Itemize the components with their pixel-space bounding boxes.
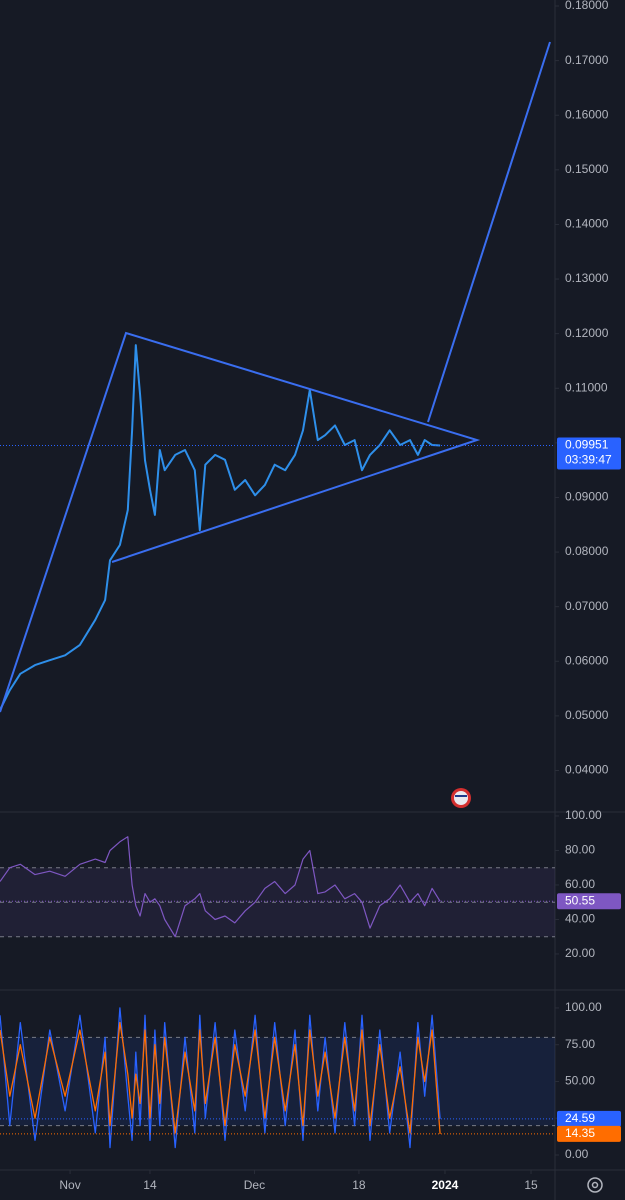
y-tick-label: 20.00 bbox=[565, 946, 595, 960]
y-tick-label: 0.16000 bbox=[565, 107, 609, 121]
y-tick-label: 0.08000 bbox=[565, 544, 609, 558]
y-tick-label: 0.00 bbox=[565, 1147, 589, 1161]
y-tick-label: 40.00 bbox=[565, 912, 595, 926]
y-tick-label: 0.06000 bbox=[565, 653, 609, 667]
gear[interactable] bbox=[587, 1177, 603, 1193]
y-tick-label: 60.00 bbox=[565, 877, 595, 891]
y-tick-label: 0.04000 bbox=[565, 763, 609, 777]
gear-hub bbox=[591, 1181, 599, 1189]
flag-icon[interactable] bbox=[451, 788, 471, 808]
flag-face[interactable] bbox=[454, 791, 468, 805]
y-tick-label: 0.09000 bbox=[565, 490, 609, 504]
triangle-line bbox=[0, 331, 481, 713]
y-tick-label: 0.13000 bbox=[565, 271, 609, 285]
target-line bbox=[427, 41, 551, 423]
x-tick-label: 2024 bbox=[432, 1178, 459, 1192]
settings-icon[interactable] bbox=[587, 1177, 603, 1193]
series-line bbox=[0, 836, 441, 938]
y-tick-label: 0.11000 bbox=[565, 380, 608, 394]
y-tick-label: 0.18000 bbox=[565, 0, 609, 12]
last-value-label: 0.09951 bbox=[565, 438, 609, 452]
y-tick-label: 80.00 bbox=[565, 843, 595, 857]
last-value-box bbox=[557, 437, 621, 470]
last-value-box bbox=[557, 1125, 621, 1142]
level-band bbox=[0, 867, 555, 937]
y-tick-label: 100.00 bbox=[565, 808, 602, 822]
flag-stripe bbox=[455, 795, 467, 797]
series-line bbox=[0, 344, 441, 711]
y-tick-label: 0.12000 bbox=[565, 326, 609, 340]
x-tick-label: Nov bbox=[59, 1178, 80, 1192]
countdown-label: 03:39:47 bbox=[565, 453, 612, 467]
x-tick-label: 15 bbox=[524, 1178, 538, 1192]
y-tick-label: 50.00 bbox=[565, 1074, 595, 1088]
x-tick-label: 14 bbox=[143, 1178, 157, 1192]
y-tick-label: 0.17000 bbox=[565, 53, 609, 67]
last-value-box bbox=[557, 1110, 621, 1127]
y-tick-label: 100.00 bbox=[565, 1000, 602, 1014]
y-tick-label: 0.07000 bbox=[565, 599, 609, 613]
x-tick-label: 18 bbox=[352, 1178, 366, 1192]
y-tick-label: 75.00 bbox=[565, 1037, 595, 1051]
last-value-label: 50.55 bbox=[565, 893, 595, 907]
last-value-label: 24.59 bbox=[565, 1111, 595, 1125]
last-value-box bbox=[557, 893, 621, 910]
x-tick-label: Dec bbox=[244, 1178, 265, 1192]
series-line bbox=[0, 1021, 441, 1134]
last-value-label: 14.35 bbox=[565, 1126, 595, 1140]
y-tick-label: 0.14000 bbox=[565, 217, 609, 231]
trend-drawings bbox=[0, 41, 551, 713]
y-tick-label: 0.15000 bbox=[565, 162, 609, 176]
y-tick-label: 0.05000 bbox=[565, 708, 609, 722]
